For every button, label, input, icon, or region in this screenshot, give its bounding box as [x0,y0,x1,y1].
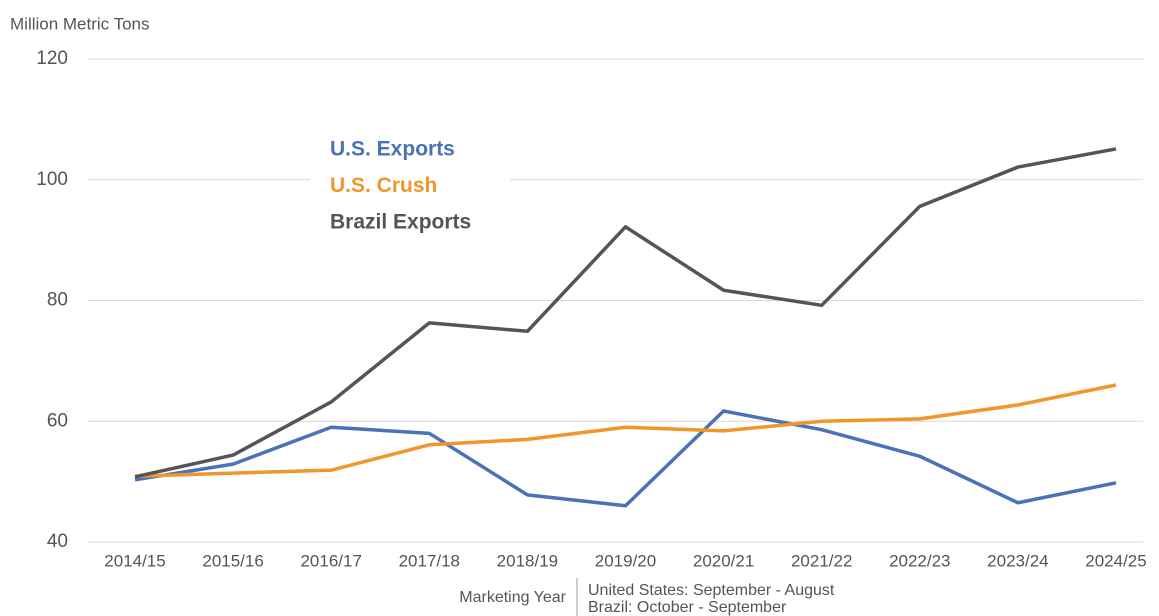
note: Brazil: October - September [588,599,787,616]
y-tick-label: 80 [47,290,68,311]
x-tick-label: 2023/24 [987,551,1048,570]
y-axis-label: Million Metric Tons [10,14,150,33]
note: United States: September - August [588,582,835,599]
line [134,147,1117,479]
x-tick-label: 2016/17 [300,551,361,570]
legend-label: U.S. Exports [330,138,455,161]
x-tick-label: 2014/15 [104,551,165,570]
y-tick-label: 100 [36,169,68,190]
line [134,383,1117,478]
x-axis-label: Marketing Year [459,589,566,606]
line [134,409,1117,508]
legend-background [310,130,510,240]
x-tick-label: 2015/16 [202,551,263,570]
legend-label: U.S. Crush [330,174,437,197]
y-tick-label: 40 [47,531,68,552]
y-tick-label: 120 [36,48,68,69]
x-tick-label: 2019/20 [595,551,656,570]
y-tick-label: 60 [47,410,68,431]
legend-label: Brazil Exports [330,211,471,234]
x-tick-label: 2018/19 [497,551,558,570]
x-tick-label: 2017/18 [399,551,460,570]
x-tick-label: 2020/21 [693,551,754,570]
x-tick-label: 2024/25 [1085,551,1146,570]
x-tick-label: 2021/22 [791,551,852,570]
x-tick-label: 2022/23 [889,551,950,570]
